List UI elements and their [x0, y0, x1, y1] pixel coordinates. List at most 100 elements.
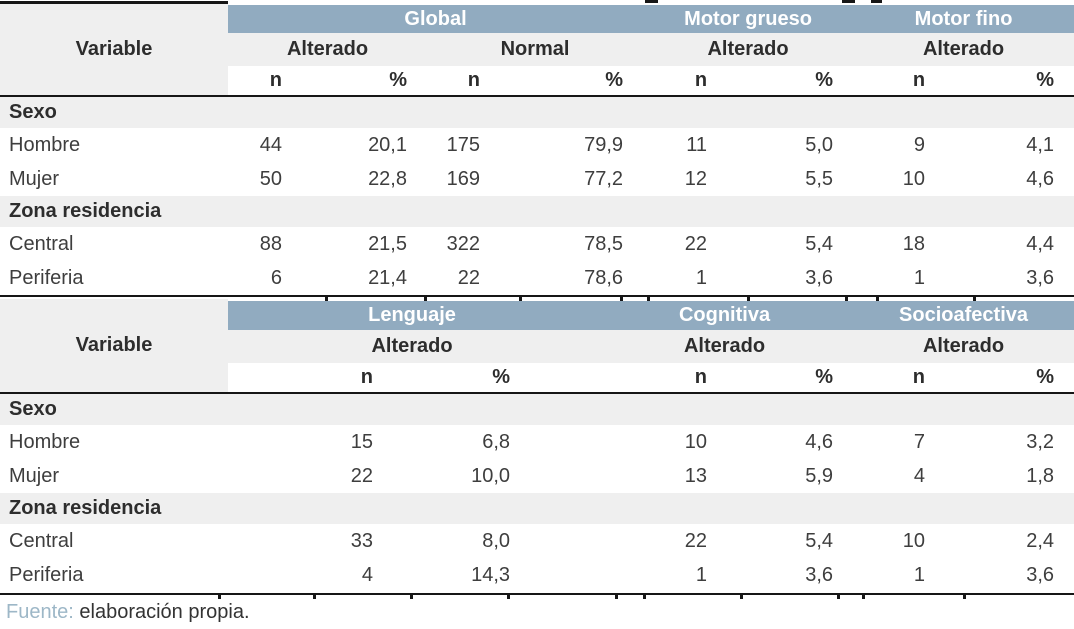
- value-cell: 21,4: [302, 261, 427, 297]
- grid-tick: [845, 297, 848, 301]
- value-cell: 5,4: [805, 529, 834, 552]
- row-label: Periferia: [0, 261, 228, 297]
- source-note: Fuente: elaboración propia.: [0, 595, 1074, 624]
- grid-tick: [747, 297, 750, 301]
- row-label: Hombre: [9, 133, 81, 156]
- value-cell: 2,4: [1026, 529, 1055, 552]
- percent-column-header: %: [945, 66, 1074, 97]
- n-column-header: n: [228, 363, 393, 394]
- grid-tick: [842, 0, 855, 3]
- group-header-lenguaje: Lenguaje: [228, 297, 597, 330]
- grid-tick: [615, 595, 618, 599]
- group-header-motor-grueso: Motor grueso: [643, 0, 854, 33]
- value-cell: 4,6: [1026, 167, 1055, 190]
- grid-tick: [643, 595, 646, 599]
- n-column-header: n: [228, 66, 302, 97]
- value-cell: 13: [684, 464, 708, 487]
- value-cell: 5,9: [805, 464, 834, 487]
- grid-tick: [410, 595, 413, 599]
- n-column-header: n: [596, 363, 728, 394]
- row-label: Central: [9, 232, 74, 255]
- subheader-motor-grueso-alterado: Alterado: [643, 33, 854, 66]
- value-cell: 4,6: [805, 430, 834, 453]
- value-cell: 15: [350, 430, 373, 453]
- grid-tick: [645, 0, 658, 3]
- value-cell: 5,4: [805, 232, 834, 255]
- section-header-zona-residencia: Zona residencia: [0, 493, 1074, 524]
- value-cell: 50: [259, 167, 282, 190]
- percent-column-header: %: [500, 66, 644, 97]
- value-cell: 10: [684, 430, 708, 453]
- grid-tick: [424, 297, 427, 301]
- percent-column-header: %: [727, 66, 854, 97]
- grid-tick: [647, 297, 650, 301]
- value-cell: 78,6: [500, 261, 644, 297]
- value-cell: 22,8: [368, 167, 407, 190]
- section-label: Sexo: [0, 393, 1074, 425]
- table-global-motor: Variable Global Motor grueso Motor fino …: [0, 0, 1074, 297]
- value-cell: 77,2: [584, 167, 624, 190]
- group-header-global: Global: [228, 0, 644, 33]
- percent-column-header: %: [945, 363, 1074, 394]
- grid-tick: [871, 0, 882, 3]
- table-lenguaje-cognitiva: Variable Lenguaje Cognitiva Socioafectiv…: [0, 297, 1074, 595]
- value-cell: 1: [853, 261, 946, 297]
- table-1: Variable Global Motor grueso Motor fino …: [0, 0, 1074, 297]
- section-label: Sexo: [0, 96, 1074, 128]
- variable-column-header: Variable: [0, 1, 228, 97]
- subheader-row: Alterado Normal Alterado Alterado: [0, 33, 1074, 66]
- row-label: Periferia: [0, 558, 228, 595]
- section-header-sexo: Sexo: [0, 393, 1074, 425]
- value-cell: 1,8: [1026, 464, 1055, 487]
- grid-tick: [218, 595, 221, 599]
- percent-column-header: %: [727, 363, 854, 394]
- value-cell: 10,0: [471, 464, 511, 487]
- measure-header-row: n % n % n % n %: [0, 66, 1074, 97]
- grid-tick: [862, 595, 865, 599]
- row-label: Central: [9, 529, 74, 552]
- row-label: Mujer: [9, 464, 60, 487]
- table-row: Hombre 44 20,1 175 79,9 11 5,0 9 4,1: [0, 128, 1074, 162]
- subheader-motor-fino-alterado: Alterado: [853, 33, 1074, 66]
- table-row: Mujer 50 22,8 169 77,2 12 5,5 10 4,6: [0, 162, 1074, 196]
- grid-tick: [973, 297, 976, 301]
- value-cell: 1: [596, 558, 728, 595]
- section-label: Zona residencia: [0, 196, 1074, 227]
- value-cell: 5,0: [805, 133, 834, 156]
- subheader-row: Alterado Alterado Alterado: [0, 330, 1074, 363]
- value-cell: 22: [427, 261, 500, 297]
- band-row: Variable Global Motor grueso Motor fino: [0, 0, 1074, 97]
- value-cell: 3,6: [945, 558, 1074, 595]
- n-column-header: n: [853, 363, 946, 394]
- value-cell: 9: [913, 133, 926, 156]
- value-cell: 18: [902, 232, 926, 255]
- value-cell: 22: [350, 464, 373, 487]
- grid-tick: [519, 297, 522, 301]
- grid-tick: [876, 297, 879, 301]
- row-label: Mujer: [9, 167, 60, 190]
- value-cell: 20,1: [368, 133, 407, 156]
- value-cell: 175: [446, 133, 480, 156]
- group-header-cognitiva: Cognitiva: [596, 297, 854, 330]
- value-cell: 1: [853, 558, 946, 595]
- table-row: Periferia 6 21,4 22 78,6 1 3,6 1 3,6: [0, 261, 1074, 297]
- section-header-zona-residencia: Zona residencia: [0, 196, 1074, 227]
- subheader-socioafectiva-alterado: Alterado: [853, 330, 1074, 363]
- percent-column-header: %: [393, 363, 597, 394]
- value-cell: 12: [684, 167, 708, 190]
- group-header-socioafectiva: Socioafectiva: [853, 297, 1074, 330]
- measure-header-row: n % n % n %: [0, 363, 1074, 394]
- table-row: Mujer 22 10,0 13 5,9 4 1,8: [0, 459, 1074, 493]
- row-label: Hombre: [9, 430, 81, 453]
- value-cell: 79,9: [584, 133, 624, 156]
- value-cell: 78,5: [584, 232, 624, 255]
- value-cell: 169: [446, 167, 480, 190]
- subheader-lenguaje-alterado: Alterado: [228, 330, 597, 363]
- value-cell: 3,6: [945, 261, 1074, 297]
- value-cell: 44: [259, 133, 282, 156]
- value-cell: 322: [446, 232, 480, 255]
- value-cell: 5,5: [805, 167, 834, 190]
- value-cell: 4: [913, 464, 926, 487]
- value-cell: 3,6: [727, 558, 854, 595]
- variable-column-header: Variable: [0, 299, 228, 394]
